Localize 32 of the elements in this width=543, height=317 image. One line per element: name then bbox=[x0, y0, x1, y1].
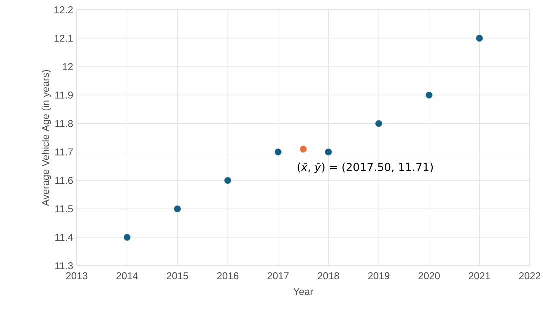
x-tick-label: 2019 bbox=[368, 272, 390, 280]
y-tick-label: 11.7 bbox=[56, 148, 73, 156]
point bbox=[300, 146, 307, 153]
point bbox=[325, 148, 332, 156]
point bbox=[376, 120, 382, 128]
y-tick-label: 12.1 bbox=[54, 34, 73, 42]
y-tick-label: 11.6 bbox=[56, 177, 74, 184]
y-tick-label: 11.3 bbox=[56, 262, 74, 270]
x-tick-label: 2013 bbox=[66, 272, 88, 280]
x-axis-title: Year bbox=[294, 288, 314, 296]
point bbox=[174, 206, 182, 213]
point bbox=[124, 234, 131, 241]
annotation: (x̄, ȳ) = (2017.50, 11.71) bbox=[298, 162, 434, 174]
y-axis-title: Average Vehicle Age (in years) bbox=[42, 70, 52, 206]
point bbox=[224, 177, 232, 184]
y-tick-label: 11.8 bbox=[56, 120, 74, 128]
point bbox=[426, 92, 433, 99]
y-tick-label: 12 bbox=[63, 63, 73, 70]
x-tick-label: 2020 bbox=[418, 272, 440, 280]
x-tick-label: 2021 bbox=[469, 272, 490, 280]
point bbox=[274, 148, 282, 156]
x-tick-label: 2015 bbox=[167, 272, 188, 280]
x-tick-label: 2022 bbox=[519, 272, 541, 280]
point bbox=[476, 35, 484, 42]
y-tick-label: 11.5 bbox=[56, 206, 74, 213]
y-tick-label: 11.4 bbox=[56, 234, 74, 241]
y-tick-label: 12.2 bbox=[54, 6, 73, 14]
x-tick-label: 2017 bbox=[268, 272, 289, 280]
x-tick-label: 2016 bbox=[217, 272, 239, 280]
y-tick-label: 11.9 bbox=[56, 92, 74, 99]
x-tick-label: 2014 bbox=[116, 272, 138, 280]
x-tick-label: 2018 bbox=[318, 272, 340, 280]
